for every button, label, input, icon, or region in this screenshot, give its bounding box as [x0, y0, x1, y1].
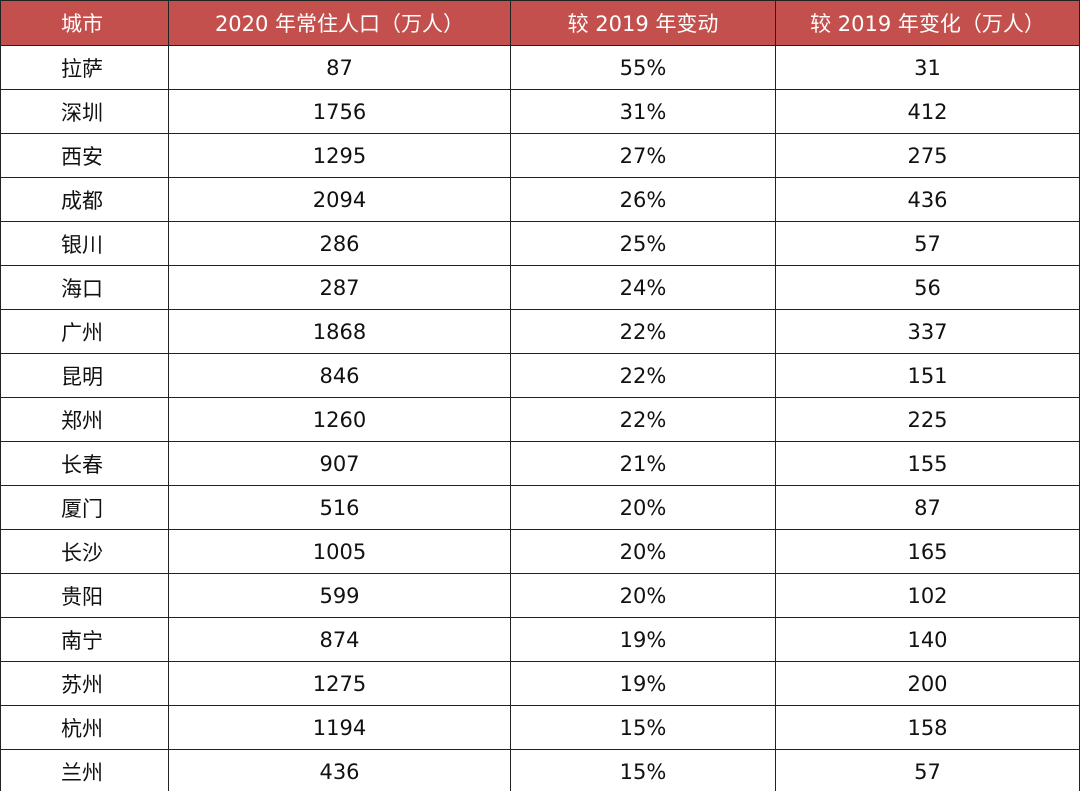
value-cell: 20% [510, 573, 776, 618]
table-row: 苏州 1275 19% 200 [0, 661, 1080, 706]
value-cell: 1194 [168, 705, 511, 750]
table-row: 南宁 874 19% 140 [0, 617, 1080, 662]
table-row: 成都 2094 26% 436 [0, 177, 1080, 222]
city-cell: 广州 [0, 309, 169, 354]
value-cell: 20% [510, 529, 776, 574]
table-row: 拉萨 87 55% 31 [0, 45, 1080, 90]
table-row: 银川 286 25% 57 [0, 221, 1080, 266]
value-cell: 846 [168, 353, 511, 398]
table-header: 城市 2020 年常住人口（万人）较 2019 年变动较 2019 年变化（万人） [0, 0, 1080, 46]
city-cell: 深圳 [0, 89, 169, 134]
city-cell: 昆明 [0, 353, 169, 398]
value-cell: 87 [168, 45, 511, 90]
value-cell: 21% [510, 441, 776, 486]
value-cell: 24% [510, 265, 776, 310]
city-cell: 苏州 [0, 661, 169, 706]
value-cell: 599 [168, 573, 511, 618]
city-cell: 拉萨 [0, 45, 169, 90]
value-cell: 57 [775, 749, 1080, 791]
value-cell: 31 [775, 45, 1080, 90]
value-cell: 275 [775, 133, 1080, 178]
value-cell: 19% [510, 617, 776, 662]
table-row: 西安 1295 27% 275 [0, 133, 1080, 178]
city-cell: 长春 [0, 441, 169, 486]
table-row: 长春 907 21% 155 [0, 441, 1080, 486]
table-row: 海口 287 24% 56 [0, 265, 1080, 310]
header-cell: 较 2019 年变化（万人） [775, 0, 1080, 46]
value-cell: 102 [775, 573, 1080, 618]
value-cell: 20% [510, 485, 776, 530]
table-row: 深圳 1756 31% 412 [0, 89, 1080, 134]
value-cell: 874 [168, 617, 511, 662]
city-cell: 贵阳 [0, 573, 169, 618]
value-cell: 22% [510, 309, 776, 354]
value-cell: 31% [510, 89, 776, 134]
value-cell: 1275 [168, 661, 511, 706]
table-row: 长沙 1005 20% 165 [0, 529, 1080, 574]
table-row: 广州 1868 22% 337 [0, 309, 1080, 354]
city-cell: 厦门 [0, 485, 169, 530]
table-row: 贵阳 599 20% 102 [0, 573, 1080, 618]
city-cell: 西安 [0, 133, 169, 178]
city-cell: 长沙 [0, 529, 169, 574]
value-cell: 1295 [168, 133, 511, 178]
city-cell: 成都 [0, 177, 169, 222]
value-cell: 1005 [168, 529, 511, 574]
header-row: 城市 2020 年常住人口（万人）较 2019 年变动较 2019 年变化（万人） [0, 0, 1080, 46]
value-cell: 158 [775, 705, 1080, 750]
table-row: 杭州 1194 15% 158 [0, 705, 1080, 750]
value-cell: 2094 [168, 177, 511, 222]
value-cell: 151 [775, 353, 1080, 398]
city-cell: 银川 [0, 221, 169, 266]
value-cell: 516 [168, 485, 511, 530]
value-cell: 1260 [168, 397, 511, 442]
value-cell: 87 [775, 485, 1080, 530]
value-cell: 56 [775, 265, 1080, 310]
value-cell: 57 [775, 221, 1080, 266]
value-cell: 15% [510, 705, 776, 750]
header-cell: 城市 [0, 0, 169, 46]
table-row: 郑州 1260 22% 225 [0, 397, 1080, 442]
value-cell: 22% [510, 353, 776, 398]
value-cell: 412 [775, 89, 1080, 134]
value-cell: 436 [168, 749, 511, 791]
value-cell: 19% [510, 661, 776, 706]
header-cell: 较 2019 年变动 [510, 0, 776, 46]
value-cell: 200 [775, 661, 1080, 706]
value-cell: 140 [775, 617, 1080, 662]
city-cell: 南宁 [0, 617, 169, 662]
value-cell: 165 [775, 529, 1080, 574]
value-cell: 287 [168, 265, 511, 310]
value-cell: 907 [168, 441, 511, 486]
value-cell: 22% [510, 397, 776, 442]
value-cell: 15% [510, 749, 776, 791]
value-cell: 1756 [168, 89, 511, 134]
city-cell: 兰州 [0, 749, 169, 791]
value-cell: 26% [510, 177, 776, 222]
table-row: 昆明 846 22% 151 [0, 353, 1080, 398]
table-row: 兰州 436 15% 57 [0, 749, 1080, 791]
value-cell: 225 [775, 397, 1080, 442]
table-body: 拉萨 87 55% 31 深圳 1756 31% 412 西安 1295 27% 275 成都 2094 2… [0, 45, 1080, 791]
value-cell: 436 [775, 177, 1080, 222]
value-cell: 1868 [168, 309, 511, 354]
value-cell: 155 [775, 441, 1080, 486]
city-cell: 郑州 [0, 397, 169, 442]
value-cell: 55% [510, 45, 776, 90]
value-cell: 25% [510, 221, 776, 266]
value-cell: 337 [775, 309, 1080, 354]
city-cell: 海口 [0, 265, 169, 310]
city-cell: 杭州 [0, 705, 169, 750]
value-cell: 27% [510, 133, 776, 178]
table-row: 厦门 516 20% 87 [0, 485, 1080, 530]
value-cell: 286 [168, 221, 511, 266]
header-cell: 2020 年常住人口（万人） [168, 0, 511, 46]
